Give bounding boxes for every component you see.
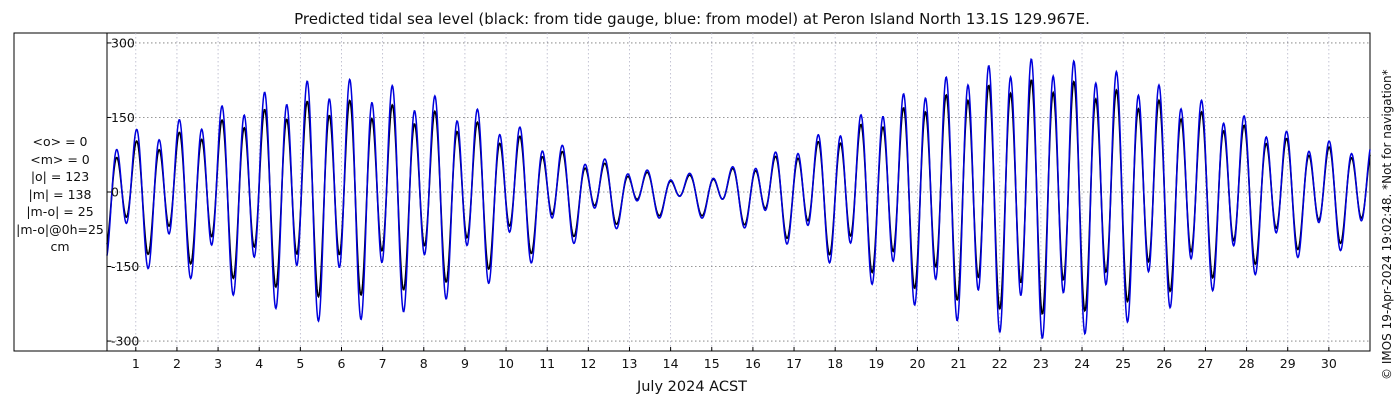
x-tick-label: 2 (173, 356, 181, 371)
x-tick-label: 29 (1280, 356, 1296, 371)
x-tick-label: 21 (951, 356, 967, 371)
x-tick-label: 28 (1239, 356, 1255, 371)
x-tick-label: 19 (868, 356, 884, 371)
x-tick-label: 18 (827, 356, 843, 371)
stat-abs-difference: |m-o| = 25 (26, 204, 94, 219)
statistics-panel: <o> = 0 <m> = 0 |o| = 123 |m| = 138 |m-o… (10, 133, 110, 256)
x-tick-label: 14 (663, 356, 679, 371)
x-tick-label: 3 (214, 356, 222, 371)
x-tick-label: 7 (379, 356, 387, 371)
x-tick-label: 24 (1074, 356, 1090, 371)
stat-mean-model: <m> = 0 (30, 151, 90, 167)
y-tick-label: -300 (111, 334, 139, 349)
x-tick-label: 9 (461, 356, 469, 371)
x-tick-label: 30 (1321, 356, 1337, 371)
y-tick-label: -150 (111, 259, 139, 274)
x-tick-label: 23 (1033, 356, 1049, 371)
x-tick-label: 5 (296, 356, 304, 371)
stat-abs-difference-0h: |m-o|@0h=25 (16, 221, 104, 237)
x-tick-label: 1 (132, 356, 140, 371)
x-tick-label: 27 (1197, 356, 1213, 371)
series-layer (106, 58, 1371, 340)
stat-abs-observed: |o| = 123 (30, 169, 90, 184)
y-tick-label: 0 (111, 185, 119, 200)
x-tick-label: 17 (786, 356, 802, 371)
x-tick-label: 6 (338, 356, 346, 371)
x-tick-label: 11 (539, 356, 555, 371)
x-tick-label: 12 (580, 356, 596, 371)
x-tick-label: 26 (1156, 356, 1172, 371)
stat-mean-observed: <o> = 0 (32, 134, 88, 149)
stat-unit: cm (50, 239, 70, 254)
x-tick-label: 16 (745, 356, 761, 371)
x-tick-label: 25 (1115, 356, 1131, 371)
y-tick-label: 300 (111, 35, 135, 50)
x-tick-label: 22 (992, 356, 1008, 371)
series-line-model (106, 58, 1371, 340)
y-tick-label: 150 (111, 110, 135, 125)
x-tick-label: 8 (420, 356, 428, 371)
stat-abs-model: |m| = 138 (28, 186, 92, 202)
x-tick-label: 4 (255, 356, 263, 371)
x-axis-label: July 2024 ACST (636, 379, 747, 395)
x-tick-label: 20 (910, 356, 926, 371)
chart-title: Predicted tidal sea level (black: from t… (294, 10, 1090, 28)
x-tick-label: 13 (622, 356, 638, 371)
axes: 1 2 3 4 5 6 7 8 9 10 11 12 13 14 15 16 17 18 19 20 21 22 23 24 2… (106, 33, 1337, 371)
x-tick-label: 10 (498, 356, 514, 371)
outer-frame (13, 32, 1371, 352)
x-tick-label: 15 (704, 356, 720, 371)
